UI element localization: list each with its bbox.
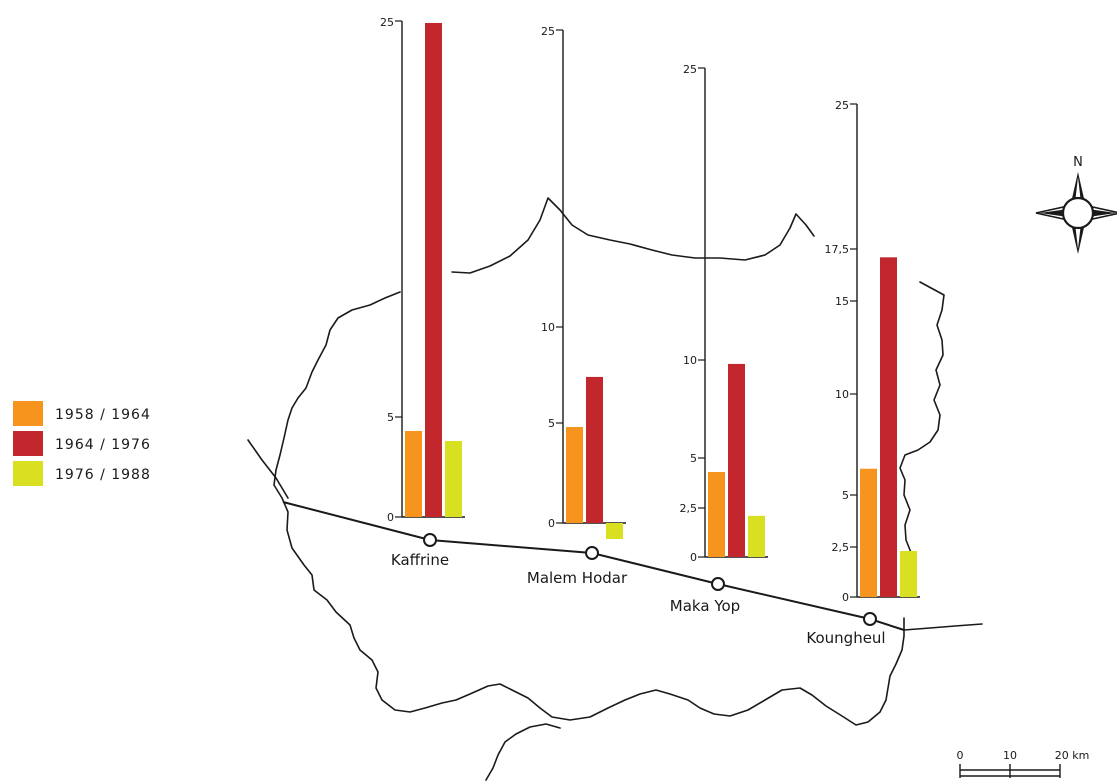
boundary-east-extension <box>903 623 983 631</box>
bar-1976-1988 <box>748 515 765 557</box>
town-label-kaffrine: Kaffrine <box>391 551 449 569</box>
chart-tick-label: 25 <box>835 99 849 112</box>
town-label-malem-hodar: Malem Hodar <box>527 569 628 587</box>
chart-tick-label: 0 <box>548 517 555 530</box>
town-marker-koungheul <box>863 612 877 626</box>
chart-maka-yop: 0 2,5 5 10 25 <box>680 63 768 564</box>
scale-label-0: 0 <box>957 749 964 762</box>
town-marker-malem-hodar <box>585 546 599 560</box>
town-label-maka-yop: Maka Yop <box>670 597 740 615</box>
chart-tick-label: 10 <box>541 321 555 334</box>
chart-tick-label: 0 <box>842 591 849 604</box>
bar-1976-1988 <box>606 523 623 539</box>
bar-1976-1988 <box>445 441 462 517</box>
scale-label-10: 10 <box>1003 749 1017 762</box>
chart-tick-label: 15 <box>835 295 849 308</box>
boundary-main-outline <box>273 291 905 726</box>
town-marker-kaffrine <box>423 533 437 547</box>
bar-1964-1976 <box>425 22 442 517</box>
bar-1976-1988 <box>900 551 917 597</box>
chart-tick-label: 5 <box>548 417 555 430</box>
boundary-southwest-line <box>247 439 289 499</box>
scale-bar: 0 10 20 km <box>957 749 1090 778</box>
chart-tick-label: 5 <box>387 411 394 424</box>
chart-tick-label: 25 <box>380 16 394 29</box>
bar-1964-1976 <box>586 376 603 523</box>
legend-label-1976-1988: 1976 / 1988 <box>55 467 151 483</box>
chart-tick-label: 10 <box>835 388 849 401</box>
bar-1958-1964 <box>860 468 877 597</box>
bar-1958-1964 <box>405 431 422 517</box>
compass-north-label: N <box>1073 155 1083 170</box>
legend-swatch-1958-1964 <box>13 401 43 426</box>
boundary-north-arc <box>451 197 815 274</box>
chart-tick-label: 2,5 <box>680 502 698 515</box>
chart-tick-label: 5 <box>690 452 697 465</box>
town-markers <box>423 533 877 626</box>
legend-swatch-1976-1988 <box>13 461 43 486</box>
region-boundaries <box>247 197 983 781</box>
town-marker-maka-yop <box>711 577 725 591</box>
boundary-south-curve <box>485 723 561 781</box>
legend: 1958 / 1964 1964 / 1976 1976 / 1988 <box>13 401 151 486</box>
chart-tick-label: 2,5 <box>832 541 850 554</box>
legend-swatch-1964-1976 <box>13 431 43 456</box>
chart-tick-label: 25 <box>541 25 555 38</box>
scale-label-20-km: 20 km <box>1055 749 1090 762</box>
town-label-koungheul: Koungheul <box>806 629 885 647</box>
town-bar-charts: 0 5 25 0 5 10 25 0 2,5 5 10 25 0 2,5 5 10 15 17,5 25 <box>380 16 920 604</box>
chart-tick-label: 17,5 <box>825 243 850 256</box>
chart-tick-label: 0 <box>690 551 697 564</box>
legend-label-1964-1976: 1964 / 1976 <box>55 437 151 453</box>
bar-1964-1976 <box>880 257 897 597</box>
boundary-east-edge <box>899 281 945 586</box>
chart-tick-label: 5 <box>842 489 849 502</box>
bar-1958-1964 <box>708 472 725 557</box>
legend-label-1958-1964: 1958 / 1964 <box>55 407 151 423</box>
compass-rose-icon: N <box>1035 155 1117 254</box>
chart-tick-label: 25 <box>683 63 697 76</box>
bar-1958-1964 <box>566 427 583 523</box>
chart-malem-hodar: 0 5 10 25 <box>541 25 626 539</box>
chart-tick-label: 10 <box>683 354 697 367</box>
chart-koungheul: 0 2,5 5 10 15 17,5 25 <box>825 99 920 604</box>
bar-1964-1976 <box>728 363 745 557</box>
chart-kaffrine: 0 5 25 <box>380 16 465 524</box>
chart-tick-label: 0 <box>387 511 394 524</box>
town-labels: Kaffrine Malem Hodar Maka Yop Koungheul <box>391 551 886 647</box>
